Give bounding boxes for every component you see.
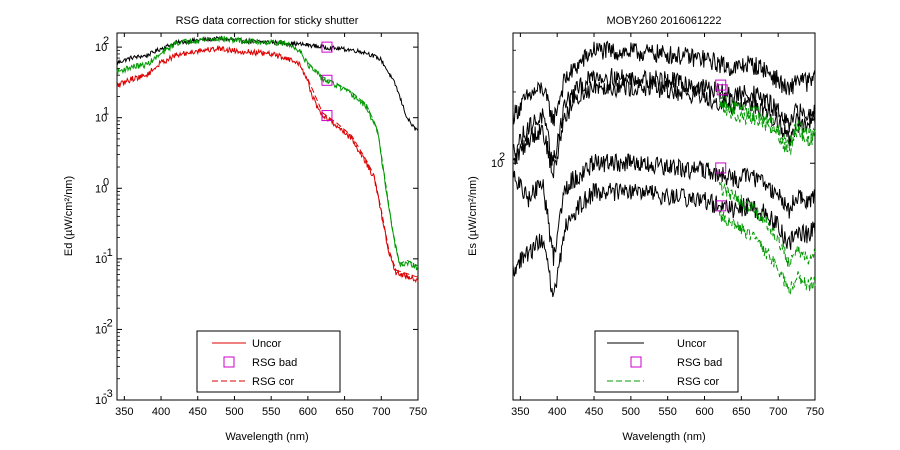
series-line — [718, 181, 816, 268]
rsg-bad-marker — [715, 200, 727, 212]
series-line — [307, 62, 419, 267]
series-line — [512, 77, 816, 179]
left-x-ticks: 350 400 450 500 550 600 650 700 750 — [115, 33, 427, 418]
right-series-lines — [512, 40, 816, 298]
right-x-ticks: 350 400 450 500 550 600 650 700 750 — [511, 33, 824, 418]
series-line — [718, 100, 816, 156]
left-chart-title: RSG data correction for sticky shutter — [176, 15, 359, 27]
y-tick-label-exponent: 2 — [103, 35, 109, 47]
rsg-bad-marker — [321, 110, 333, 122]
y-tick-label-exponent: 2 — [499, 151, 505, 163]
series-line — [512, 153, 816, 266]
x-tick-label: 550 — [659, 406, 677, 418]
y-tick-label: 10 — [95, 183, 107, 195]
x-tick-label: 650 — [732, 406, 750, 418]
series-line — [718, 209, 816, 297]
rsg-bad-marker — [716, 84, 728, 96]
x-tick-label: 700 — [769, 406, 787, 418]
x-tick-label: 400 — [548, 406, 566, 418]
series-line — [307, 78, 419, 278]
y-tick-label-exponent: -1 — [103, 247, 113, 259]
series-line — [116, 45, 419, 284]
right-rsg-bad-markers — [715, 79, 728, 212]
x-tick-label: 650 — [335, 406, 353, 418]
x-tick-label: 600 — [299, 406, 317, 418]
series-line — [116, 35, 419, 132]
x-tick-label: 500 — [225, 406, 243, 418]
right-legend-rsg-bad-label: RSG bad — [677, 357, 722, 369]
right-x-axis-label: Wavelength (nm) — [622, 431, 705, 443]
series-line — [718, 94, 816, 149]
left-series-lines — [116, 35, 419, 284]
x-tick-label: 450 — [585, 406, 603, 418]
y-tick-label-exponent: 0 — [103, 176, 109, 188]
left-legend-rsg-bad-swatch — [223, 356, 235, 368]
y-tick-label: 10 — [95, 113, 107, 125]
left-legend: Uncor RSG bad RSG cor — [196, 330, 341, 393]
right-chart-title: MOBY260 2016061222 — [607, 15, 722, 27]
x-tick-label: 600 — [695, 406, 713, 418]
y-tick-label-exponent: -2 — [103, 317, 113, 329]
right-chart-panel: MOBY260 2016061222 Wavelength (nm) Es (µ… — [467, 15, 824, 443]
right-legend-rsg-cor-label: RSG cor — [677, 376, 720, 388]
left-chart-panel: RSG data correction for sticky shutter W… — [63, 15, 427, 443]
left-y-axis-label: Ed (µW/cm²/nm) — [63, 176, 75, 256]
x-tick-label: 550 — [262, 406, 280, 418]
rsg-bad-marker — [321, 74, 333, 86]
left-legend-uncor-label: Uncor — [252, 338, 282, 350]
x-tick-label: 350 — [511, 406, 529, 418]
right-y-axis-label: Es (µW/cm²/nm) — [467, 176, 479, 256]
right-legend-box — [594, 330, 739, 393]
y-tick-label-exponent: -3 — [103, 388, 113, 400]
x-tick-label: 350 — [115, 406, 133, 418]
rsg-bad-marker — [715, 162, 727, 174]
left-legend-rsg-bad-label: RSG bad — [252, 357, 297, 369]
y-tick-label: 10 — [95, 42, 107, 54]
left-legend-rsg-cor-label: RSG cor — [252, 376, 295, 388]
left-legend-box — [196, 330, 341, 393]
y-tick-label: 10 — [95, 254, 107, 266]
left-x-axis-label: Wavelength (nm) — [225, 431, 308, 443]
rsg-bad-marker — [321, 41, 333, 53]
y-tick-label: 10 — [95, 324, 107, 336]
x-tick-label: 400 — [152, 406, 170, 418]
y-tick-label: 10 — [491, 158, 503, 170]
x-tick-label: 500 — [622, 406, 640, 418]
series-line — [116, 35, 418, 271]
right-legend: Uncor RSG bad RSG cor — [594, 330, 739, 393]
y-tick-label: 10 — [95, 395, 107, 407]
left-rsg-bad-markers — [321, 41, 333, 122]
series-line — [512, 40, 816, 127]
x-tick-label: 750 — [409, 406, 427, 418]
series-line — [512, 182, 816, 298]
right-legend-rsg-bad-swatch — [630, 356, 642, 368]
x-tick-label: 700 — [372, 406, 390, 418]
right-legend-uncor-label: Uncor — [677, 338, 707, 350]
x-tick-label: 750 — [806, 406, 824, 418]
x-tick-label: 450 — [189, 406, 207, 418]
y-tick-label-exponent: 1 — [103, 106, 109, 118]
